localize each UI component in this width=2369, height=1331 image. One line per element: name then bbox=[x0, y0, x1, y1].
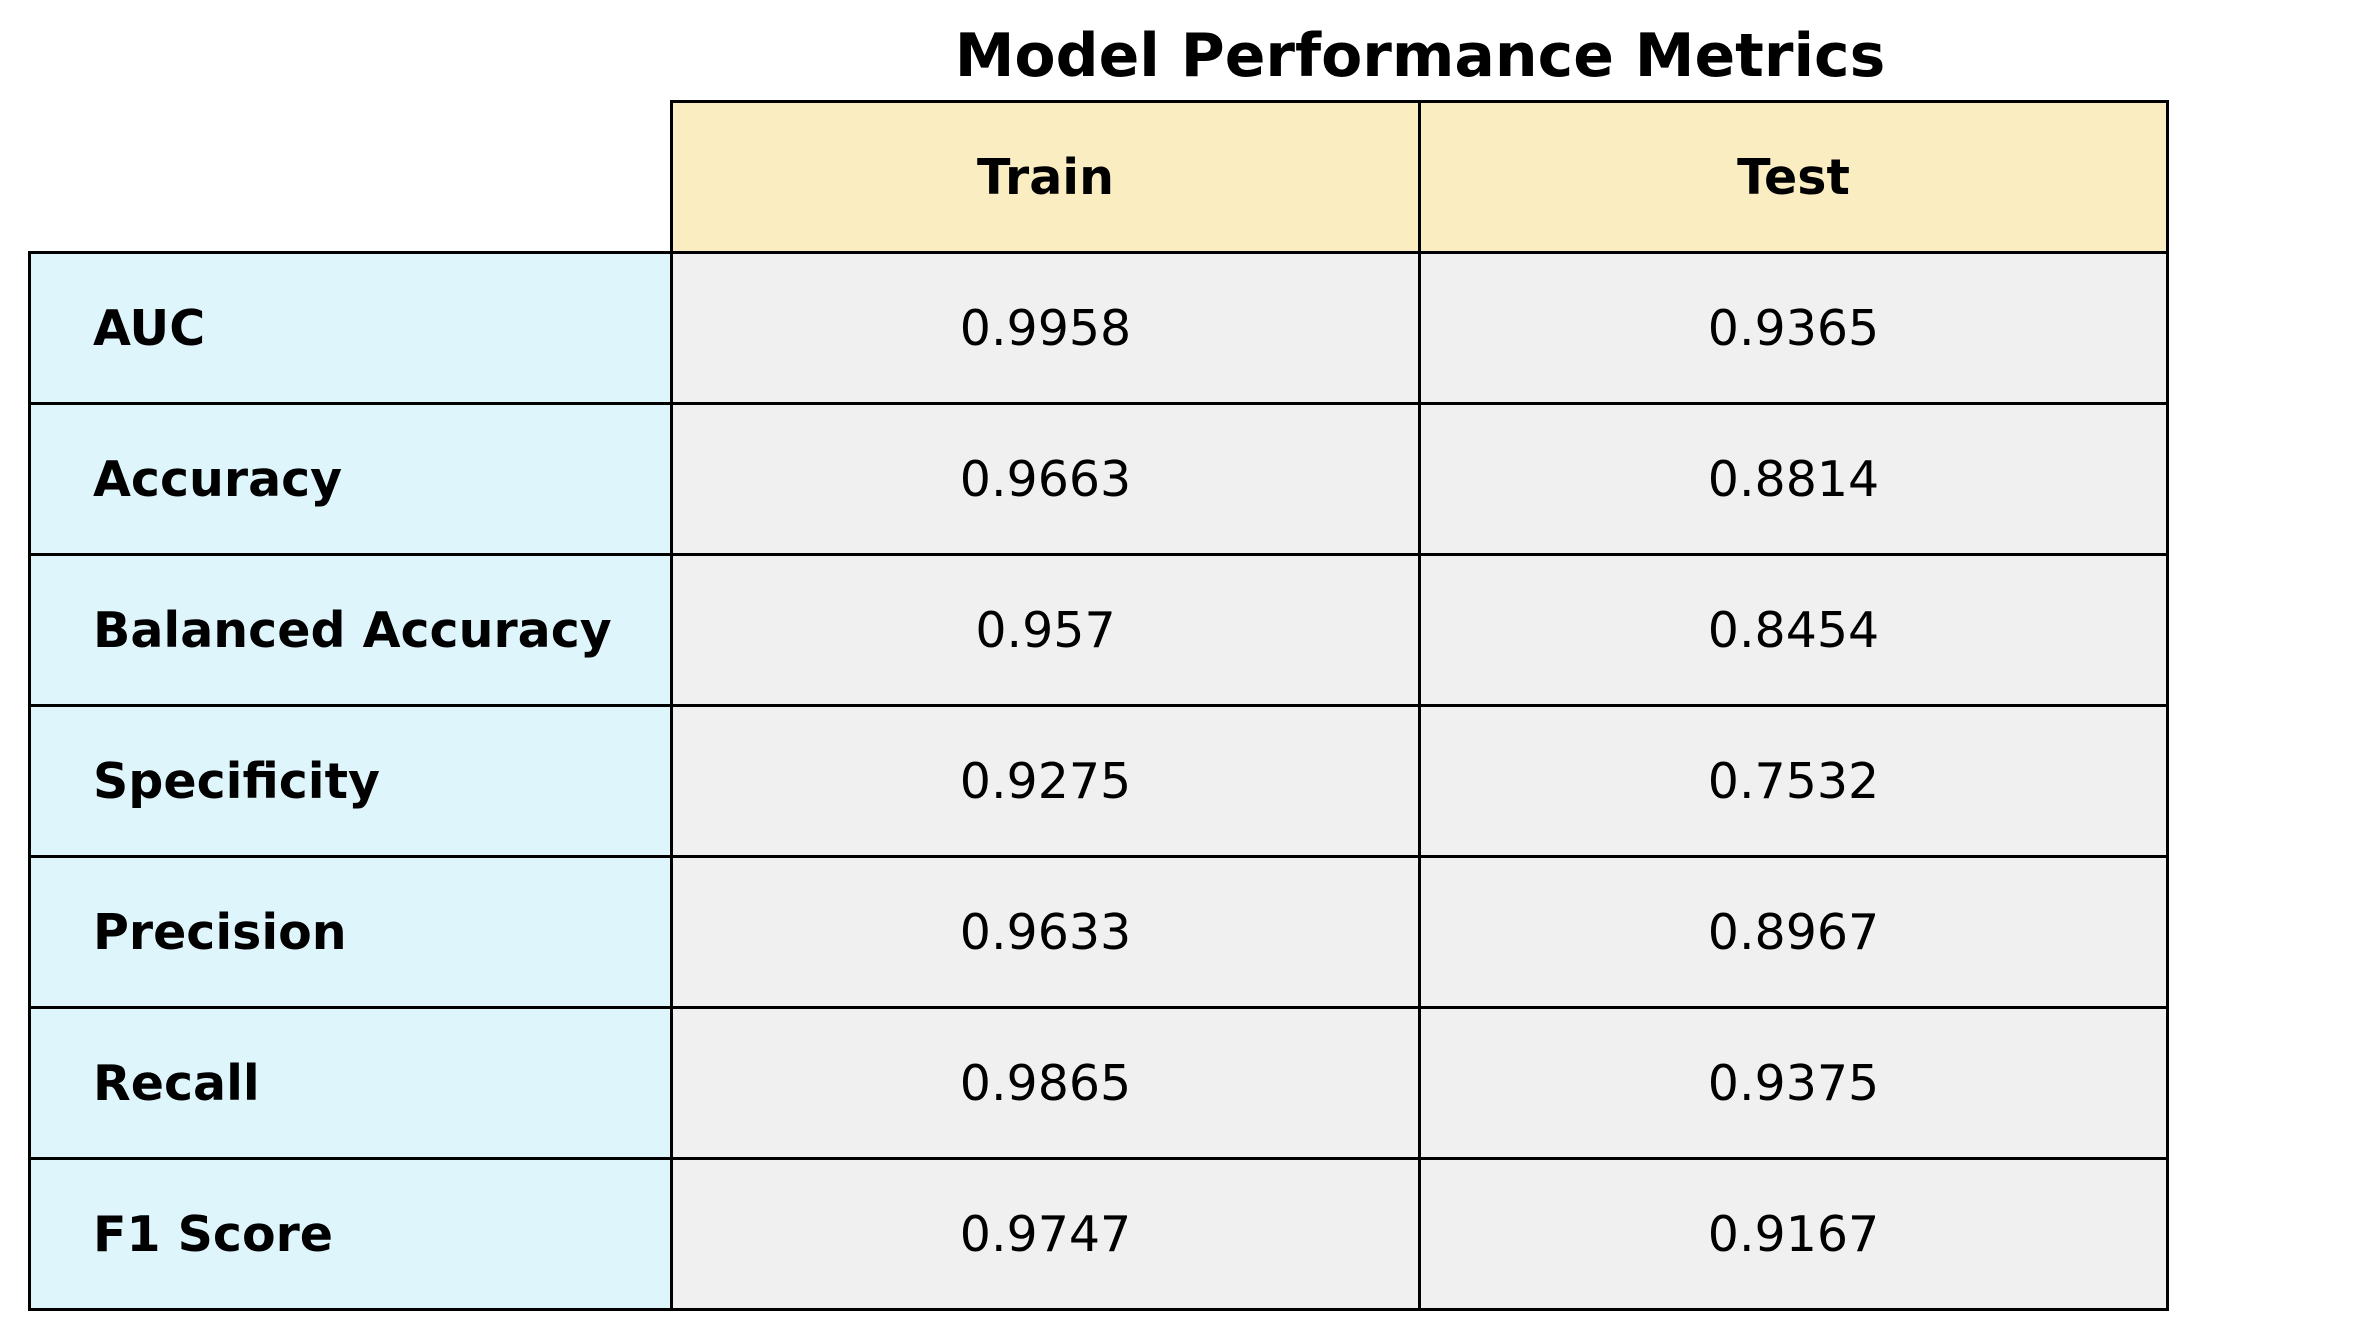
row-label-auc: AUC bbox=[28, 251, 673, 405]
cell-balanced-accuracy-test: 0.8454 bbox=[1418, 553, 2169, 707]
cell-recall-test: 0.9375 bbox=[1418, 1006, 2169, 1160]
row-label-precision: Precision bbox=[28, 855, 673, 1009]
row-label-f1-score: F1 Score bbox=[28, 1157, 673, 1311]
cell-auc-train: 0.9958 bbox=[670, 251, 1421, 405]
row-label-balanced-accuracy: Balanced Accuracy bbox=[28, 553, 673, 707]
cell-precision-train: 0.9633 bbox=[670, 855, 1421, 1009]
cell-specificity-test: 0.7532 bbox=[1418, 704, 2169, 858]
cell-accuracy-train: 0.9663 bbox=[670, 402, 1421, 556]
row-label-accuracy: Accuracy bbox=[28, 402, 673, 556]
cell-f1-score-test: 0.9167 bbox=[1418, 1157, 2169, 1311]
cell-auc-test: 0.9365 bbox=[1418, 251, 2169, 405]
column-header-test: Test bbox=[1418, 100, 2169, 254]
cell-recall-train: 0.9865 bbox=[670, 1006, 1421, 1160]
row-label-recall: Recall bbox=[28, 1006, 673, 1160]
cell-specificity-train: 0.9275 bbox=[670, 704, 1421, 858]
row-label-specificity: Specificity bbox=[28, 704, 673, 858]
cell-f1-score-train: 0.9747 bbox=[670, 1157, 1421, 1311]
column-header-train: Train bbox=[670, 100, 1421, 254]
cell-balanced-accuracy-train: 0.957 bbox=[670, 553, 1421, 707]
cell-precision-test: 0.8967 bbox=[1418, 855, 2169, 1009]
cell-accuracy-test: 0.8814 bbox=[1418, 402, 2169, 556]
chart-title: Model Performance Metrics bbox=[954, 21, 1886, 91]
